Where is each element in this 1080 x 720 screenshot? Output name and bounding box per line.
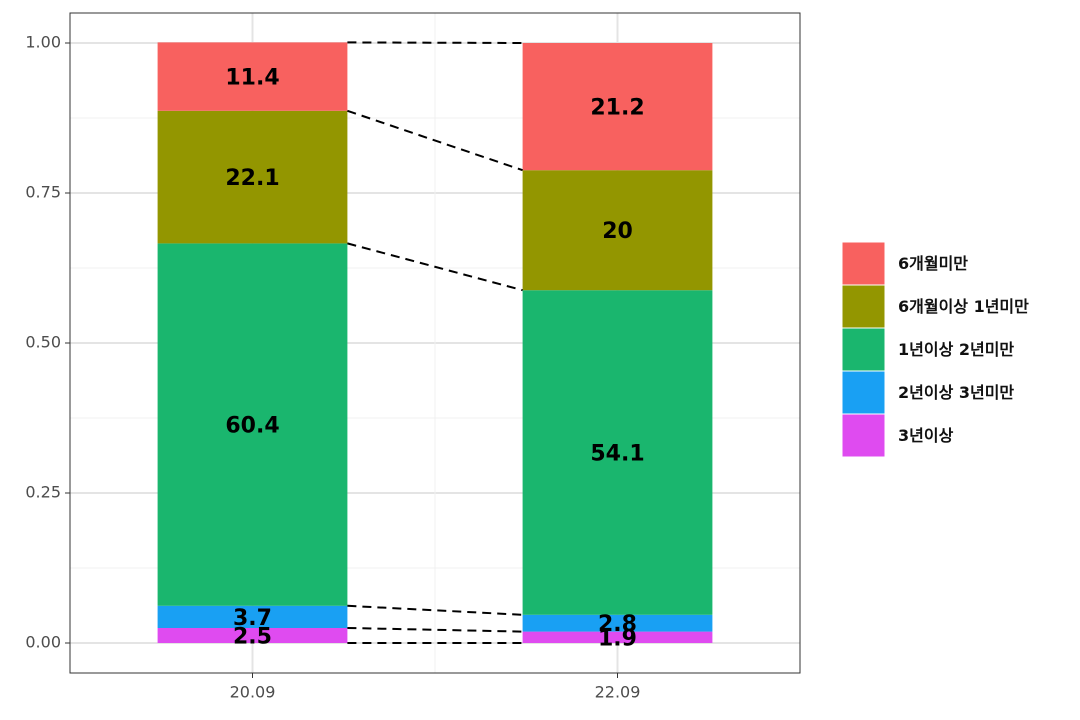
y-tick-label: 0.75 [25, 183, 61, 202]
bar-segment [522, 170, 713, 291]
bar-segment [157, 243, 348, 606]
legend-key [841, 413, 886, 458]
bar-segment [157, 110, 348, 244]
legend-label: 1년이상 2년미만 [898, 340, 1014, 359]
value-label: 54.1 [590, 442, 644, 467]
legend-label: 3년이상 [898, 426, 954, 445]
y-tick-label: 0.00 [25, 633, 61, 652]
value-label: 20 [602, 219, 633, 244]
bar-segment [157, 628, 348, 643]
y-tick-label: 0.25 [25, 483, 61, 502]
legend-label: 6개월이상 1년미만 [898, 297, 1029, 316]
connector [347, 242, 523, 292]
value-label: 1.9 [598, 626, 637, 651]
value-label: 21.2 [590, 96, 644, 121]
value-label: 2.5 [233, 625, 272, 650]
legend-label: 2년이상 3년미만 [898, 383, 1014, 402]
legend-key [841, 284, 886, 329]
value-label: 11.4 [225, 66, 279, 91]
value-label: 2.8 [598, 612, 637, 637]
bar-segment [157, 42, 348, 111]
value-label: 22.1 [225, 166, 279, 191]
y-tick-label: 1.00 [25, 33, 61, 52]
bar-segment [522, 290, 713, 615]
legend-key [841, 327, 886, 372]
bar-segment [522, 43, 713, 171]
x-tick-label: 22.09 [595, 683, 641, 702]
value-label: 3.7 [233, 606, 272, 631]
bar-segment [522, 614, 713, 632]
panel-border [69, 12, 801, 674]
bar-segment [157, 605, 348, 628]
legend-label: 6개월미만 [898, 254, 968, 273]
x-tick-label: 20.09 [230, 683, 276, 702]
y-tick-label: 0.50 [25, 333, 61, 352]
bar-segment [522, 631, 713, 643]
value-label: 60.4 [225, 414, 279, 439]
legend-key [841, 370, 886, 415]
legend-key [841, 241, 886, 286]
connector [347, 109, 523, 172]
